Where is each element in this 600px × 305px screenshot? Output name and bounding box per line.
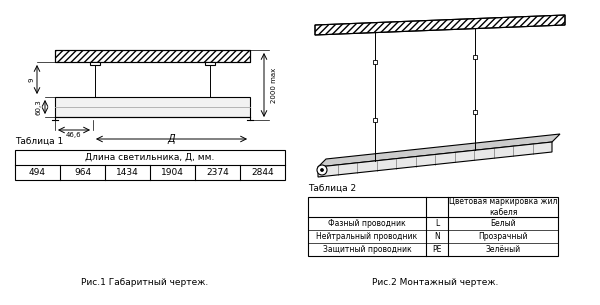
- Text: N: N: [434, 232, 440, 241]
- Text: Длина светильника, Д, мм.: Длина светильника, Д, мм.: [85, 153, 215, 162]
- Text: 60,3: 60,3: [36, 99, 42, 115]
- Text: 9: 9: [29, 77, 35, 82]
- Text: 46,6: 46,6: [66, 132, 82, 138]
- Text: 2374: 2374: [206, 168, 229, 177]
- Polygon shape: [55, 50, 250, 62]
- Text: Цветовая маркировка жил
кабеля: Цветовая маркировка жил кабеля: [449, 197, 557, 217]
- Text: Прозрачный: Прозрачный: [478, 232, 528, 241]
- Polygon shape: [473, 109, 477, 113]
- Polygon shape: [315, 15, 565, 35]
- Polygon shape: [90, 62, 100, 65]
- Text: 1434: 1434: [116, 168, 139, 177]
- Text: Белый: Белый: [490, 219, 516, 228]
- Text: 494: 494: [29, 168, 46, 177]
- Circle shape: [317, 165, 327, 175]
- Text: Д: Д: [167, 134, 175, 144]
- Text: Нейтральный проводник: Нейтральный проводник: [316, 232, 418, 241]
- Text: Фазный проводник: Фазный проводник: [328, 219, 406, 228]
- Text: L: L: [435, 219, 439, 228]
- Text: 964: 964: [74, 168, 91, 177]
- Polygon shape: [373, 60, 377, 64]
- Polygon shape: [205, 62, 215, 65]
- Text: Рис.1 Габаритный чертеж.: Рис.1 Габаритный чертеж.: [82, 278, 209, 287]
- Text: PE: PE: [433, 245, 442, 254]
- Text: Таблица 2: Таблица 2: [308, 184, 356, 193]
- Text: 2844: 2844: [251, 168, 274, 177]
- Text: Рис.2 Монтажный чертеж.: Рис.2 Монтажный чертеж.: [372, 278, 498, 287]
- Polygon shape: [473, 55, 477, 59]
- Text: 1904: 1904: [161, 168, 184, 177]
- Text: Зелёный: Зелёный: [485, 245, 521, 254]
- Polygon shape: [318, 134, 560, 167]
- Polygon shape: [373, 118, 377, 122]
- Circle shape: [320, 168, 323, 171]
- Polygon shape: [318, 142, 552, 177]
- Text: Таблица 1: Таблица 1: [15, 137, 63, 146]
- Text: 2000 max: 2000 max: [271, 67, 277, 102]
- Polygon shape: [55, 97, 250, 117]
- Text: Защитный проводник: Защитный проводник: [323, 245, 412, 254]
